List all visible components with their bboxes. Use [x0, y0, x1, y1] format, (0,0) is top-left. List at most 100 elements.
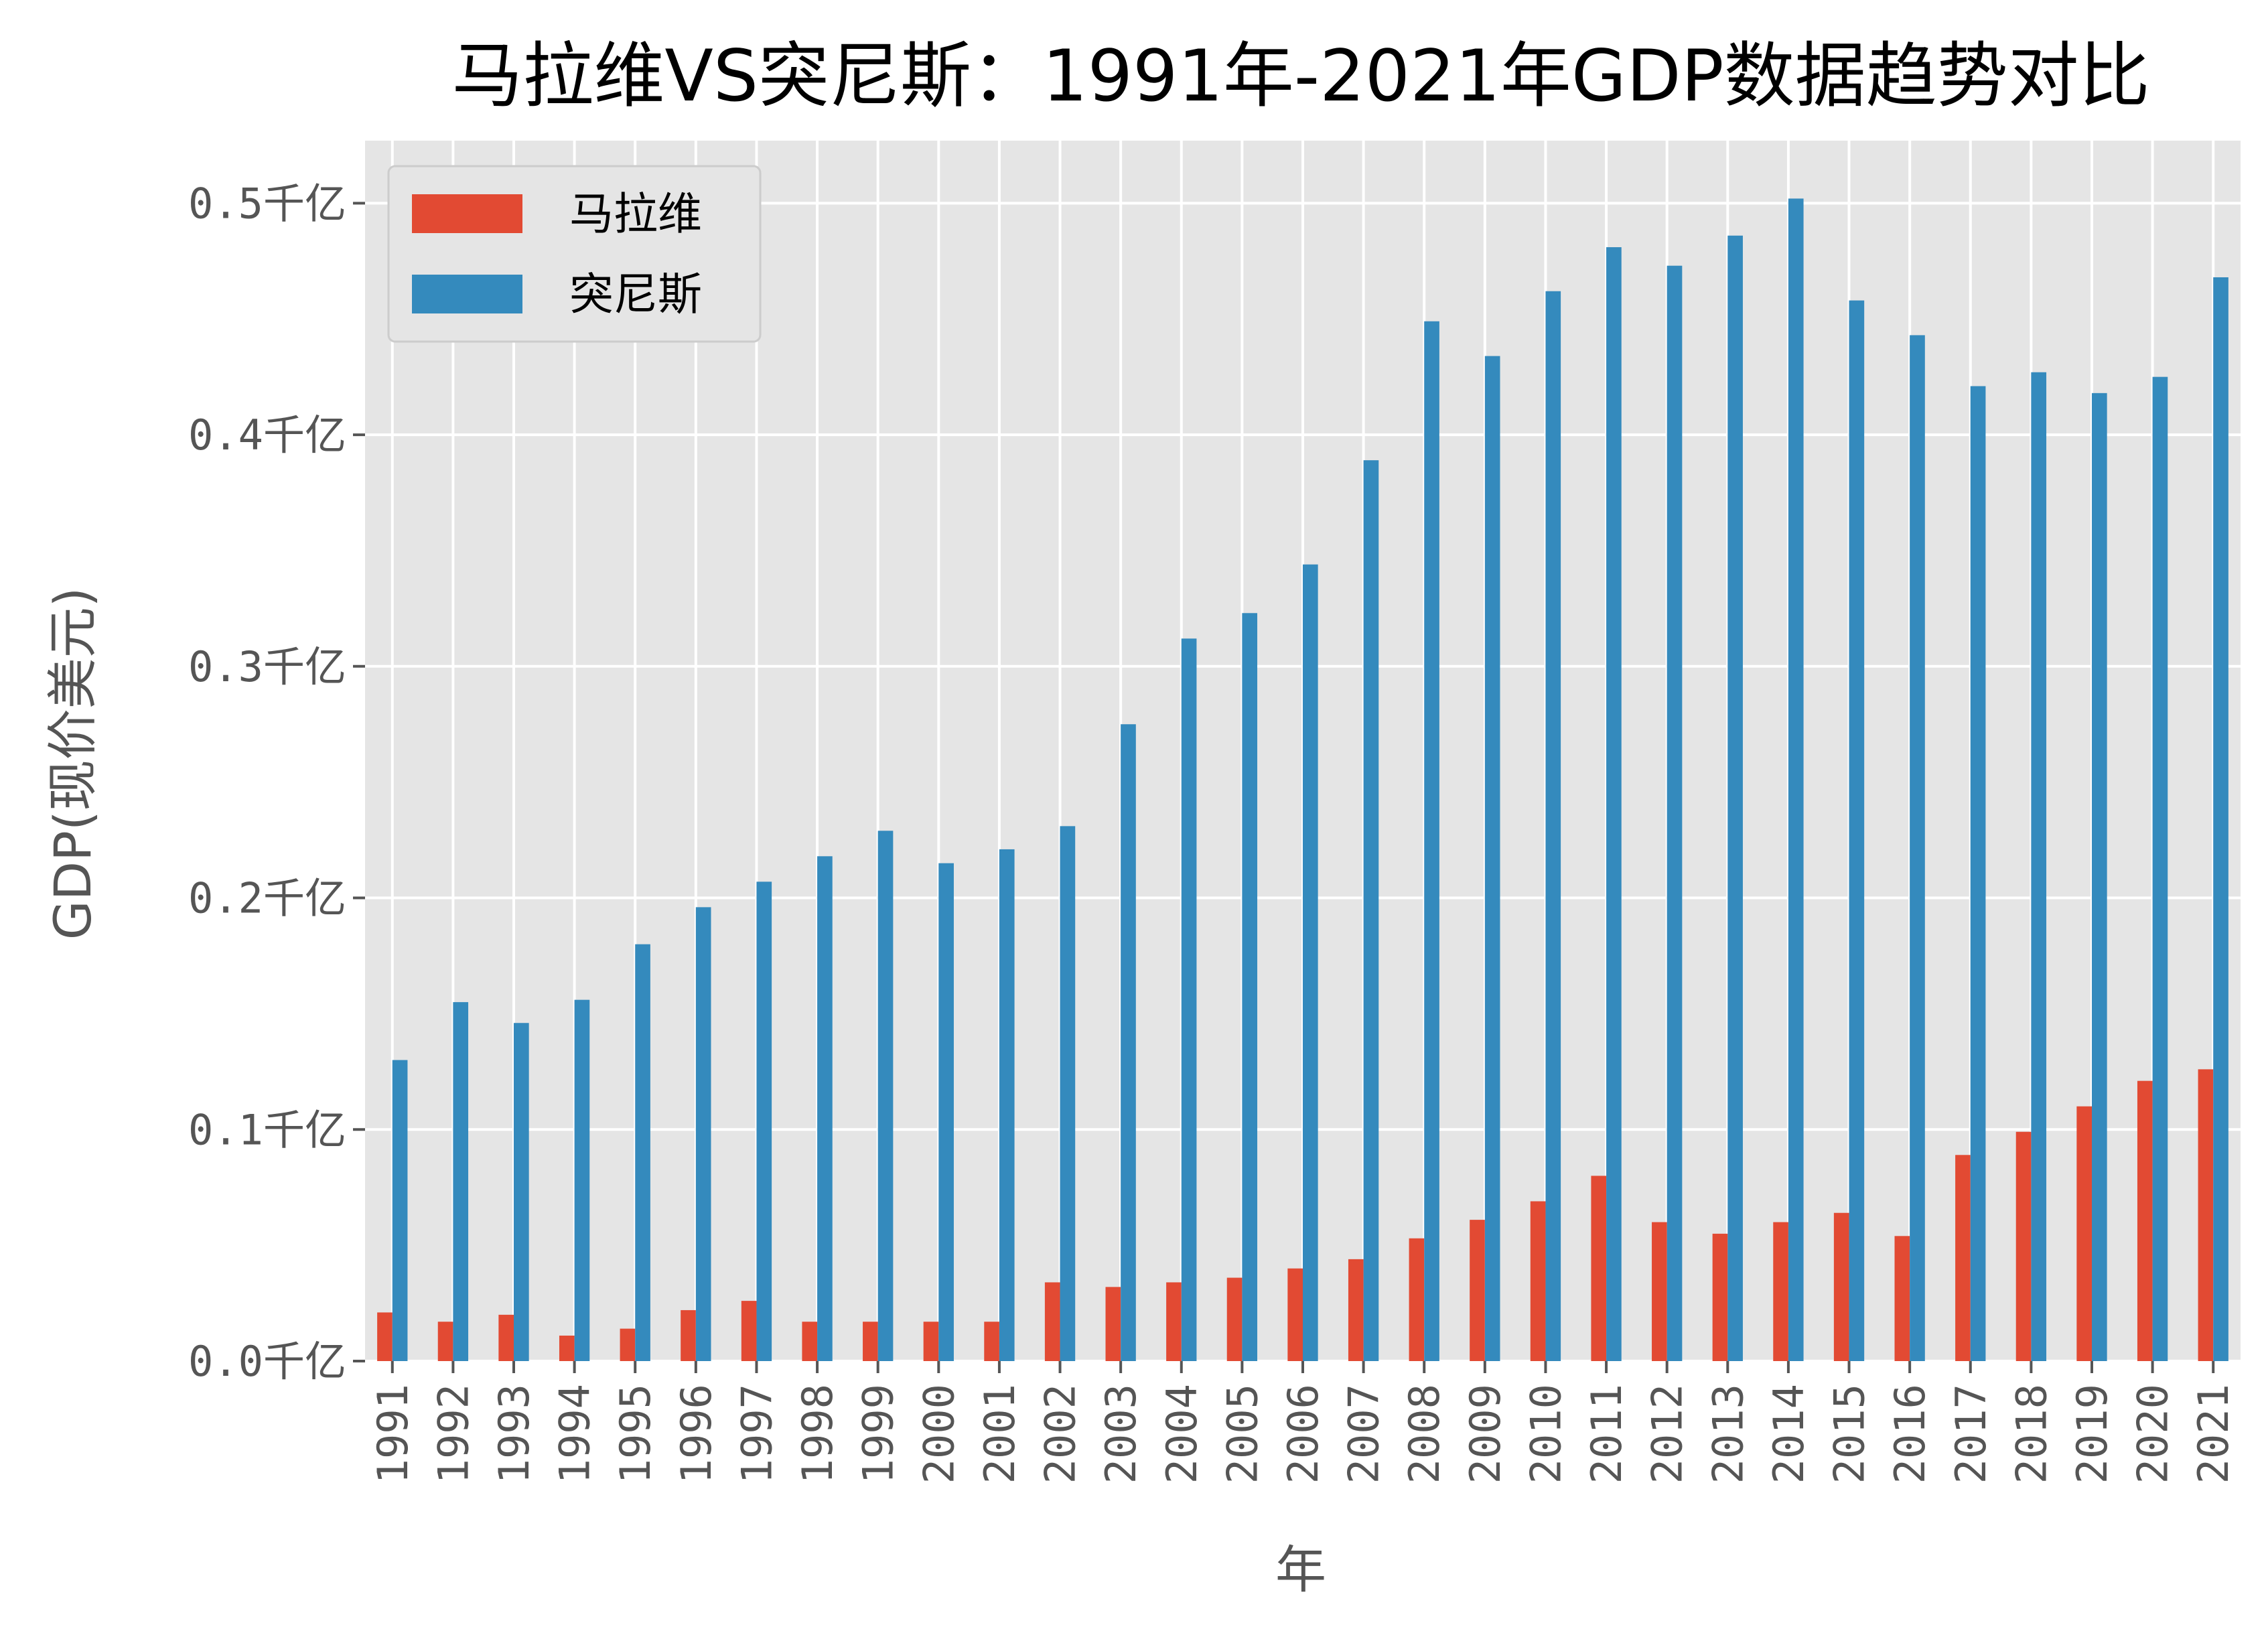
- y-axis-label: GDP(现价美元): [43, 587, 102, 940]
- bar-malawi-1999: [863, 1322, 878, 1361]
- x-tick-label-1996: 1996: [672, 1384, 721, 1484]
- bar-malawi-2007: [1348, 1259, 1364, 1361]
- bar-malawi-2019: [2076, 1106, 2092, 1361]
- y-ticks: 0.0千亿 0.1千亿 0.2千亿 0.3千亿 0.4千亿 0.5千亿: [188, 179, 365, 1386]
- x-tick-label-2020: 2020: [2129, 1384, 2178, 1484]
- bar-tunisia-1993: [514, 1023, 529, 1361]
- bar-malawi-1993: [498, 1314, 514, 1361]
- bar-tunisia-1992: [453, 1002, 469, 1361]
- bar-tunisia-2014: [1788, 198, 1804, 1362]
- bar-tunisia-2004: [1181, 638, 1197, 1361]
- bar-malawi-1998: [802, 1322, 818, 1361]
- x-tick-label-2002: 2002: [1036, 1384, 1085, 1484]
- bar-malawi-2000: [923, 1322, 939, 1361]
- bar-tunisia-2003: [1121, 724, 1136, 1361]
- x-tick-label-1995: 1995: [611, 1384, 660, 1484]
- x-tick-label-2001: 2001: [975, 1384, 1024, 1484]
- bar-tunisia-2001: [999, 849, 1015, 1361]
- bar-malawi-1994: [559, 1335, 575, 1361]
- x-tick-label-2007: 2007: [1340, 1384, 1389, 1484]
- x-tick-label-2018: 2018: [2007, 1384, 2056, 1484]
- x-tick-label-2010: 2010: [1521, 1384, 1570, 1484]
- x-tick-label-2008: 2008: [1400, 1384, 1449, 1484]
- bar-tunisia-2007: [1363, 460, 1379, 1361]
- chart-title: 马拉维VS突尼斯：1991年-2021年GDP数据趋势对比: [451, 35, 2149, 117]
- bar-tunisia-2020: [2152, 376, 2168, 1361]
- legend: 马拉维 突尼斯: [387, 165, 762, 343]
- bar-malawi-2013: [1712, 1233, 1728, 1361]
- legend-swatch-malawi: [412, 194, 522, 233]
- bar-malawi-2010: [1530, 1201, 1546, 1361]
- x-tick-label-1999: 1999: [854, 1384, 903, 1484]
- x-tick-label-2000: 2000: [914, 1384, 963, 1484]
- y-tick-label-0: 0.0千亿: [188, 1337, 346, 1386]
- x-axis-label: 年: [1275, 1540, 1326, 1600]
- x-tick-label-2006: 2006: [1279, 1384, 1328, 1484]
- x-ticks: 1991 1992 1993 1994 1995 1996 1997 1998 1999 2000…: [368, 1361, 2238, 1484]
- y-tick-label-4: 0.4千亿: [188, 411, 346, 459]
- legend-label-malawi: 马拉维: [569, 188, 702, 240]
- y-tick-label-3: 0.3千亿: [188, 642, 346, 691]
- bar-tunisia-1999: [877, 831, 894, 1361]
- x-tick-label-2021: 2021: [2189, 1384, 2238, 1484]
- bar-malawi-2005: [1226, 1277, 1243, 1361]
- bar-malawi-2008: [1409, 1238, 1425, 1361]
- bar-malawi-2015: [1833, 1212, 1849, 1361]
- bar-tunisia-2015: [1849, 300, 1865, 1361]
- bar-tunisia-2010: [1545, 291, 1561, 1361]
- bar-malawi-2009: [1470, 1220, 1485, 1361]
- bar-tunisia-2016: [1910, 335, 1925, 1361]
- bar-tunisia-1995: [635, 944, 650, 1361]
- bar-tunisia-2002: [1060, 826, 1076, 1361]
- bar-tunisia-2021: [2213, 277, 2228, 1362]
- x-tick-label-1998: 1998: [793, 1384, 842, 1484]
- bar-tunisia-2008: [1424, 321, 1439, 1362]
- bar-malawi-1997: [741, 1301, 757, 1361]
- x-tick-label-1997: 1997: [732, 1384, 781, 1484]
- bar-tunisia-2009: [1484, 356, 1500, 1361]
- legend-label-tunisia: 突尼斯: [569, 269, 702, 320]
- legend-swatch-tunisia: [412, 275, 522, 313]
- bar-malawi-2018: [2015, 1131, 2032, 1361]
- bar-malawi-1995: [620, 1328, 636, 1361]
- y-tick-label-5: 0.5千亿: [188, 179, 346, 228]
- bar-malawi-2002: [1044, 1282, 1060, 1361]
- x-tick-label-1994: 1994: [551, 1384, 599, 1484]
- bar-tunisia-1994: [574, 999, 590, 1361]
- bar-tunisia-2013: [1727, 235, 1743, 1361]
- bar-tunisia-2017: [1970, 386, 1986, 1361]
- bar-malawi-2012: [1652, 1222, 1667, 1361]
- x-tick-label-2016: 2016: [1886, 1384, 1934, 1484]
- bars: [377, 198, 2228, 1362]
- x-tick-label-2004: 2004: [1157, 1384, 1206, 1484]
- x-tick-label-2014: 2014: [1764, 1384, 1813, 1484]
- y-tick-label-2: 0.2千亿: [188, 874, 346, 923]
- bar-tunisia-1997: [756, 881, 772, 1361]
- bar-malawi-2006: [1287, 1268, 1303, 1361]
- y-tick-label-1: 0.1千亿: [188, 1105, 346, 1154]
- x-tick-label-2012: 2012: [1643, 1384, 1692, 1484]
- bar-tunisia-2000: [938, 863, 954, 1361]
- bar-tunisia-2006: [1303, 564, 1318, 1361]
- bar-malawi-2003: [1105, 1287, 1121, 1361]
- bar-tunisia-2019: [2091, 393, 2107, 1361]
- x-tick-label-2009: 2009: [1461, 1384, 1510, 1484]
- bar-tunisia-2011: [1606, 247, 1622, 1362]
- bar-malawi-1992: [437, 1322, 453, 1361]
- bar-malawi-2011: [1591, 1176, 1607, 1361]
- bar-malawi-1991: [377, 1312, 393, 1361]
- x-tick-label-1991: 1991: [368, 1384, 417, 1484]
- bar-tunisia-2018: [2031, 372, 2047, 1362]
- bar-malawi-2017: [1955, 1155, 1971, 1361]
- x-tick-label-2013: 2013: [1703, 1384, 1752, 1484]
- x-tick-label-2015: 2015: [1825, 1384, 1874, 1484]
- bar-malawi-2020: [2137, 1080, 2153, 1361]
- x-tick-label-2005: 2005: [1218, 1384, 1267, 1484]
- x-tick-label-1993: 1993: [490, 1384, 539, 1484]
- bar-tunisia-1998: [817, 856, 833, 1361]
- bar-tunisia-1991: [392, 1060, 408, 1361]
- bar-malawi-2004: [1166, 1282, 1182, 1361]
- x-tick-label-2017: 2017: [1946, 1384, 1995, 1484]
- bar-malawi-1996: [681, 1310, 696, 1361]
